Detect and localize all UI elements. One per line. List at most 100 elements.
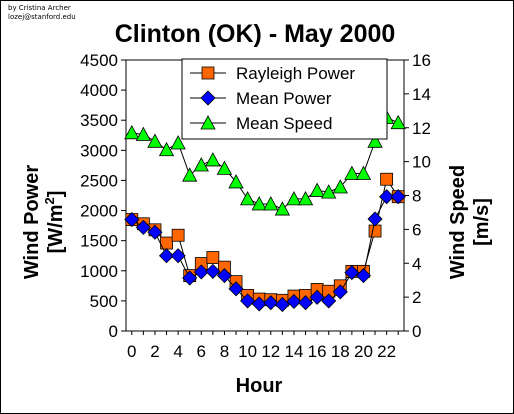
credit-name: by Cristina Archer	[8, 4, 71, 12]
mean-power-point	[205, 263, 221, 279]
mean-speed-point	[147, 133, 163, 148]
legend-label-mean-power: Mean Power	[236, 89, 332, 108]
mean-speed-point	[158, 141, 175, 157]
mean-power-point	[228, 281, 244, 297]
svg-text:Wind Power: Wind Power	[21, 165, 43, 279]
y-left-tick-label: 500	[90, 292, 118, 311]
x-tick-label: 0	[127, 342, 136, 361]
mean-power-point	[240, 293, 256, 309]
x-tick-label: 8	[220, 342, 229, 361]
x-tick-label: 4	[173, 342, 182, 361]
mean-power-point	[170, 248, 186, 264]
y-axis-left-label: Wind Power [W/m2]	[21, 165, 67, 279]
x-tick-label: 18	[331, 342, 350, 361]
y-left-tick-label: 1500	[80, 232, 118, 251]
y-axis-right-label-main: Wind Speed	[447, 165, 469, 279]
y-axis-left-label-superscript: 2	[42, 197, 57, 204]
mean-power-point	[182, 270, 198, 286]
y-right-tick-label: 10	[412, 153, 431, 172]
plot-area: 0500100015002000250030003500400045000246…	[80, 51, 431, 361]
y-axis-left-label-unit: [W/m	[45, 205, 67, 254]
x-tick-label: 22	[377, 342, 396, 361]
rayleigh-power-point	[368, 224, 382, 238]
legend-marker-rayleigh-power	[201, 66, 215, 80]
credit-email: lozej@stanford.edu	[8, 13, 76, 21]
x-tick-label: 16	[308, 342, 327, 361]
mean-speed-point	[228, 174, 244, 189]
mean-speed-point	[170, 135, 186, 150]
mean-speed-point	[355, 165, 372, 180]
mean-power-point	[124, 212, 140, 228]
mean-speed-point	[309, 182, 325, 197]
mean-speed-point	[286, 191, 302, 206]
y-left-tick-label: 2500	[80, 171, 118, 190]
mean-power-point	[390, 189, 406, 205]
y-right-tick-label: 6	[412, 220, 421, 239]
mean-speed-point	[344, 165, 360, 180]
mean-power-point	[297, 295, 314, 311]
mean-power-point	[193, 264, 209, 280]
y-right-tick-label: 4	[412, 254, 421, 273]
mean-power-point	[355, 268, 372, 284]
y-right-tick-label: 2	[412, 288, 421, 307]
rayleigh-power-point	[171, 228, 185, 242]
y-left-tick-label: 1000	[80, 262, 118, 281]
mean-power-point	[158, 248, 175, 264]
mean-power-point	[274, 296, 290, 313]
y-axis-right-label: Wind Speed [m/s]	[447, 165, 493, 279]
y-right-tick-label: 14	[412, 85, 431, 104]
x-tick-label: 6	[197, 342, 206, 361]
y-right-tick-label: 16	[412, 51, 431, 70]
mean-power-point	[251, 296, 267, 312]
y-right-tick-label: 12	[412, 119, 431, 138]
mean-power-point	[216, 268, 233, 284]
mean-power-point	[286, 293, 302, 310]
x-axis-label: Hour	[236, 375, 283, 397]
mean-power-point	[309, 289, 325, 305]
mean-power-point	[344, 265, 360, 281]
x-tick-label: 14	[284, 342, 303, 361]
mean-speed-point	[332, 179, 348, 194]
mean-power-point	[135, 219, 151, 235]
legend-marker-mean-power	[200, 90, 216, 106]
x-tick-label: 20	[354, 342, 373, 361]
y-left-tick-label: 0	[109, 322, 118, 341]
y-left-tick-label: 4000	[80, 81, 118, 100]
y-right-tick-label: 0	[412, 322, 421, 341]
y-left-tick-label: 4500	[80, 51, 118, 70]
mean-speed-point	[193, 157, 209, 172]
legend-box	[181, 58, 388, 140]
legend-label-mean-speed: Mean Speed	[236, 114, 332, 133]
author-credit: by Cristina Archer lozej@stanford.edu	[8, 4, 76, 22]
y-left-tick-label: 3500	[80, 111, 118, 130]
y-left-tick-label: 2000	[80, 202, 118, 221]
rayleigh-power-point	[206, 251, 220, 264]
legend-marker-mean-speed	[200, 115, 216, 130]
mean-speed-point	[274, 201, 291, 216]
legend-label-rayleigh-power: Rayleigh Power	[236, 64, 355, 83]
y-right-tick-label: 8	[412, 187, 421, 206]
mean-speed-point	[182, 167, 198, 182]
mean-speed-point	[239, 191, 256, 206]
chart-title: Clinton (OK) - May 2000	[115, 20, 396, 48]
mean-speed-point	[124, 124, 140, 140]
y-axis-left-label-main: Wind Power	[21, 165, 43, 279]
mean-speed-point	[297, 191, 314, 206]
mean-speed-point	[263, 196, 279, 211]
rayleigh-power-point	[380, 172, 394, 186]
svg-text:[W/m2]: [W/m2]	[42, 191, 67, 254]
mean-speed-point	[216, 160, 233, 175]
y-axis-right-label-unit: [m/s]	[471, 198, 493, 246]
mean-power-point	[321, 293, 337, 309]
y-axis-left-label-unit-end: ]	[45, 191, 67, 198]
mean-power-point	[367, 211, 383, 227]
mean-speed-point	[251, 196, 267, 211]
mean-power-point	[332, 284, 348, 300]
mean-speed-point	[321, 184, 337, 199]
mean-power-point	[147, 224, 163, 240]
y-left-tick-label: 3000	[80, 141, 118, 160]
mean-power-point	[263, 295, 279, 311]
mean-speed-point	[205, 152, 221, 167]
x-tick-label: 12	[261, 342, 280, 361]
